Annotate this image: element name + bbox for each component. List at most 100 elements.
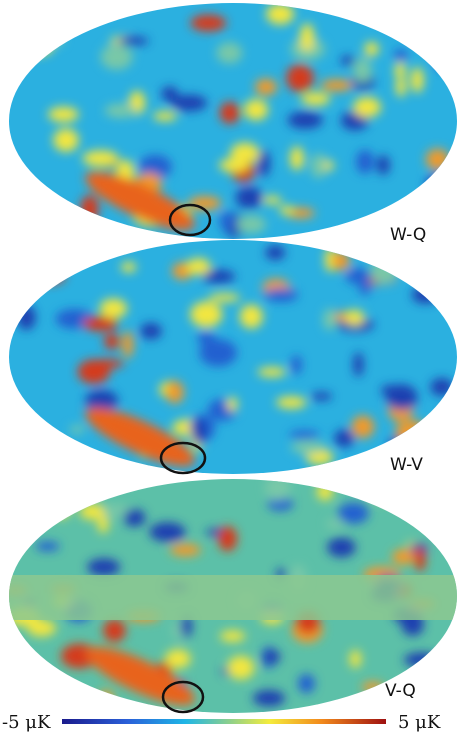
map-blob	[353, 97, 381, 117]
map-blob	[240, 304, 263, 328]
map-blob	[395, 421, 430, 444]
map-blob	[388, 435, 419, 453]
map-blob	[103, 619, 126, 642]
map-blob	[218, 526, 237, 551]
map-blob	[263, 650, 280, 664]
map-blob	[394, 49, 407, 61]
map-blob	[426, 148, 449, 170]
map-blob	[101, 44, 133, 69]
map-blob	[386, 384, 417, 410]
map-blob	[193, 419, 206, 445]
map-blob	[19, 38, 53, 56]
map-blob	[85, 390, 118, 411]
map-blob	[24, 681, 36, 695]
map-blob	[412, 286, 440, 304]
map-blob	[265, 475, 291, 501]
map-blob	[123, 509, 145, 526]
map-blob	[87, 558, 120, 575]
map-blob	[388, 478, 407, 500]
map-blob	[334, 430, 354, 448]
map-blob	[396, 77, 406, 97]
sky-map: V-Q	[0, 475, 465, 716]
map-blob	[356, 150, 374, 174]
map-blob	[353, 58, 372, 83]
map-blob	[236, 187, 263, 209]
map-blob	[338, 503, 369, 524]
map-blob	[161, 86, 178, 101]
map-blob	[258, 150, 270, 177]
map-blob	[332, 251, 350, 271]
map-blob	[362, 682, 384, 692]
map-blob	[353, 352, 363, 377]
map-blob	[220, 102, 240, 124]
map-blob	[263, 196, 282, 204]
map-blob	[345, 310, 365, 326]
map-blob	[326, 519, 344, 529]
map-blob	[411, 497, 436, 518]
map-blob	[11, 448, 41, 472]
map-blob	[265, 245, 285, 260]
map-blob	[186, 258, 211, 275]
colorbar-min-label: -5 μK	[2, 712, 51, 733]
colorbar-max-label: 5 μK	[398, 712, 441, 733]
map-blob	[266, 4, 294, 25]
map-blob	[321, 79, 353, 91]
map-blob	[377, 155, 390, 175]
map-blob	[190, 301, 222, 327]
map-blob	[345, 268, 371, 284]
map-blob	[33, 270, 65, 284]
map-blob	[98, 516, 109, 533]
map-blob	[153, 112, 177, 121]
map-blob	[429, 438, 462, 449]
map-blob	[311, 392, 333, 400]
map-blob	[140, 323, 162, 340]
map-blob	[199, 339, 237, 366]
map-blob	[166, 381, 184, 404]
map-blob	[117, 37, 149, 46]
map-blob	[426, 177, 458, 193]
map-blob	[327, 537, 356, 557]
map-blob	[440, 409, 458, 420]
map-blob	[341, 56, 355, 66]
map-blob	[190, 15, 226, 32]
map-blob	[122, 331, 133, 358]
map-blob	[219, 212, 235, 230]
map-blob	[350, 650, 362, 668]
map-blob	[27, 620, 56, 637]
map-blob	[83, 150, 119, 166]
colorbar	[62, 719, 386, 724]
map-blob	[317, 483, 333, 501]
map-blob	[276, 396, 306, 408]
map-blob	[351, 415, 374, 438]
map-blob	[423, 692, 451, 701]
map-blob	[424, 684, 451, 710]
map-blob	[289, 431, 320, 439]
map-blob	[188, 196, 221, 210]
map-blob	[70, 425, 85, 433]
map-blob	[216, 42, 242, 63]
map-blob	[434, 51, 451, 71]
map-blob	[50, 35, 63, 45]
map-blob	[395, 62, 406, 78]
map-blob	[253, 690, 285, 706]
map-blob	[18, 217, 50, 241]
map-blob	[435, 173, 458, 194]
map-blob	[430, 378, 453, 396]
map-blob	[28, 436, 40, 454]
map-blob	[83, 316, 118, 331]
map-blob	[288, 111, 323, 128]
map-blob	[392, 549, 415, 565]
map-blob	[35, 542, 59, 552]
galactic-band	[0, 575, 465, 620]
map-blob	[425, 435, 445, 448]
map-blob	[100, 299, 128, 319]
map-blob	[209, 294, 241, 302]
map-blob	[88, 359, 124, 368]
map-blob	[30, 496, 56, 513]
map-blob	[80, 504, 105, 520]
map-blob	[291, 355, 302, 374]
map-blob	[298, 674, 315, 693]
map-blob	[244, 99, 268, 120]
map-blob	[290, 146, 304, 170]
map-blob	[227, 397, 237, 411]
